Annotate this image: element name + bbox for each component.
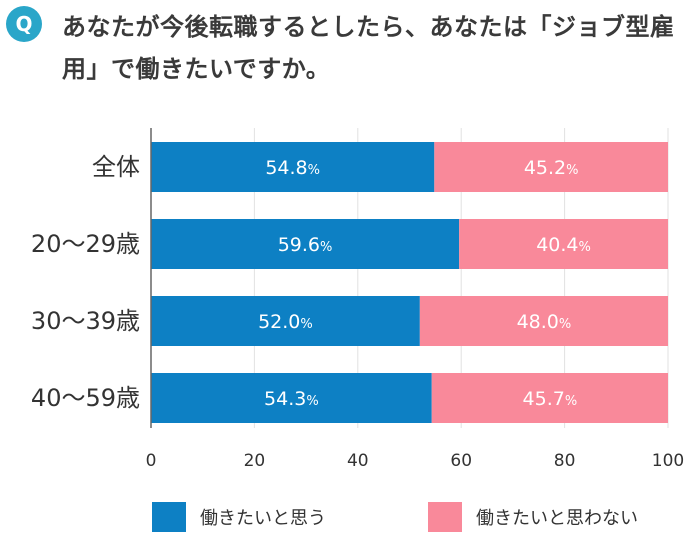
question-text: あなたが今後転職するとしたら、あなたは「ジョブ型雇用」で働きたいですか。 <box>62 13 675 83</box>
stacked-bar-chart: 0 20 40 60 80 100 全体 54.8% 45.2% 20〜29歳 59.6% 40.4%… <box>31 128 684 471</box>
bar-segment <box>151 219 460 269</box>
category-label: 40〜59歳 <box>31 384 140 412</box>
category-label: 20〜29歳 <box>31 230 140 258</box>
bar-segment <box>151 296 420 346</box>
legend-swatch-yes <box>152 502 186 532</box>
bar-segment <box>419 296 668 346</box>
x-tick-label: 0 <box>146 451 157 471</box>
bar-segment <box>151 373 432 423</box>
data-label: 59.6% <box>278 234 333 256</box>
bar-segment <box>431 373 668 423</box>
data-label: 45.2% <box>524 157 579 179</box>
data-label: 54.8% <box>265 157 320 179</box>
category-label: 30〜39歳 <box>31 307 140 335</box>
bar-segment <box>151 142 435 192</box>
x-tick-label: 40 <box>347 451 369 471</box>
data-label: 40.4% <box>536 234 591 256</box>
x-tick-label: 20 <box>244 451 266 471</box>
data-label: 54.3% <box>264 388 319 410</box>
question-badge: Q <box>6 6 42 42</box>
legend-label-yes: 働きたいと思う <box>200 508 326 529</box>
category-label: 全体 <box>92 153 140 181</box>
x-tick-label: 80 <box>554 451 576 471</box>
legend-label-no: 働きたいと思わない <box>476 508 638 529</box>
x-tick-label: 60 <box>450 451 472 471</box>
legend-item-no: 働きたいと思わない <box>428 502 638 532</box>
data-label: 48.0% <box>517 311 572 333</box>
legend-item-yes: 働きたいと思う <box>152 502 326 532</box>
x-tick-label: 100 <box>652 451 684 471</box>
data-label: 45.7% <box>523 388 578 410</box>
data-label: 52.0% <box>258 311 313 333</box>
legend-swatch-no <box>428 502 462 532</box>
bar-segment <box>434 142 668 192</box>
bar-segment <box>459 219 668 269</box>
